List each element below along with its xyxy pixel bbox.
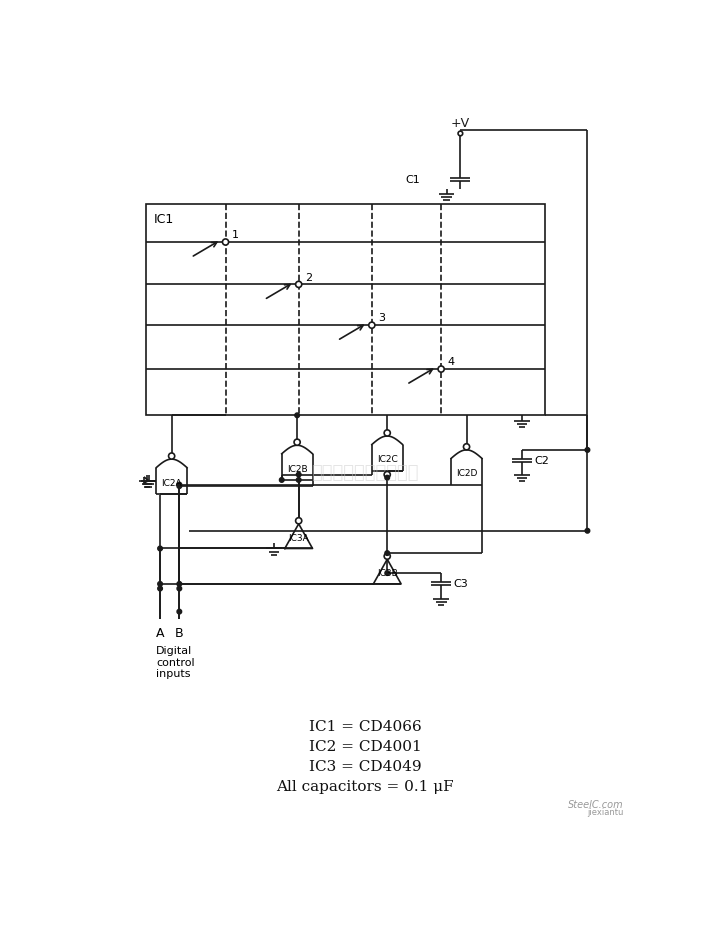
Circle shape bbox=[369, 322, 375, 328]
Text: B: B bbox=[175, 627, 184, 640]
Circle shape bbox=[158, 586, 162, 591]
Circle shape bbox=[222, 239, 229, 245]
Text: IC3 = CD4049: IC3 = CD4049 bbox=[308, 760, 422, 774]
Text: IC2A: IC2A bbox=[162, 479, 182, 487]
Circle shape bbox=[385, 551, 389, 556]
Circle shape bbox=[585, 529, 590, 533]
Circle shape bbox=[295, 282, 302, 287]
Text: SteelC.com: SteelC.com bbox=[568, 800, 624, 810]
Circle shape bbox=[294, 439, 300, 445]
Circle shape bbox=[177, 483, 182, 488]
Text: IC1 = CD4066: IC1 = CD4066 bbox=[308, 720, 422, 734]
Text: jiexiantu: jiexiantu bbox=[587, 808, 624, 817]
Text: 杭州将督科技有限公司: 杭州将督科技有限公司 bbox=[311, 464, 419, 482]
Circle shape bbox=[384, 430, 390, 436]
Circle shape bbox=[438, 366, 444, 372]
Text: Digital
control
inputs: Digital control inputs bbox=[156, 646, 195, 680]
Circle shape bbox=[384, 553, 390, 559]
Circle shape bbox=[384, 471, 390, 478]
Text: IC2B: IC2B bbox=[287, 465, 308, 474]
Circle shape bbox=[169, 453, 174, 459]
Circle shape bbox=[177, 582, 182, 586]
Text: IC2C: IC2C bbox=[377, 456, 397, 465]
Text: IC3A: IC3A bbox=[288, 534, 309, 543]
Text: C3: C3 bbox=[454, 579, 468, 589]
Circle shape bbox=[296, 472, 301, 477]
Text: 4: 4 bbox=[447, 357, 454, 368]
Text: IC1: IC1 bbox=[154, 213, 174, 226]
Circle shape bbox=[385, 570, 389, 575]
Text: IC3B: IC3B bbox=[377, 569, 397, 579]
Circle shape bbox=[295, 518, 302, 524]
Text: +V: +V bbox=[451, 118, 470, 131]
Circle shape bbox=[458, 131, 463, 136]
Text: IC2 = CD4001: IC2 = CD4001 bbox=[308, 740, 422, 754]
Circle shape bbox=[158, 546, 162, 551]
Text: 2: 2 bbox=[305, 272, 312, 282]
Text: C2: C2 bbox=[534, 456, 549, 466]
Text: IC2D: IC2D bbox=[456, 469, 477, 479]
Circle shape bbox=[177, 586, 182, 591]
Circle shape bbox=[279, 478, 284, 482]
Text: C1: C1 bbox=[406, 175, 420, 184]
Circle shape bbox=[296, 478, 301, 482]
Text: All capacitors = 0.1 μF: All capacitors = 0.1 μF bbox=[276, 781, 454, 795]
Circle shape bbox=[177, 609, 182, 614]
Circle shape bbox=[585, 447, 590, 452]
Circle shape bbox=[385, 475, 389, 480]
Circle shape bbox=[177, 482, 182, 487]
Circle shape bbox=[464, 444, 470, 450]
Text: 3: 3 bbox=[378, 313, 385, 323]
Circle shape bbox=[158, 582, 162, 586]
Bar bbox=[146, 204, 545, 415]
Circle shape bbox=[295, 413, 300, 418]
Text: 1: 1 bbox=[231, 231, 239, 240]
Text: A: A bbox=[156, 627, 164, 640]
